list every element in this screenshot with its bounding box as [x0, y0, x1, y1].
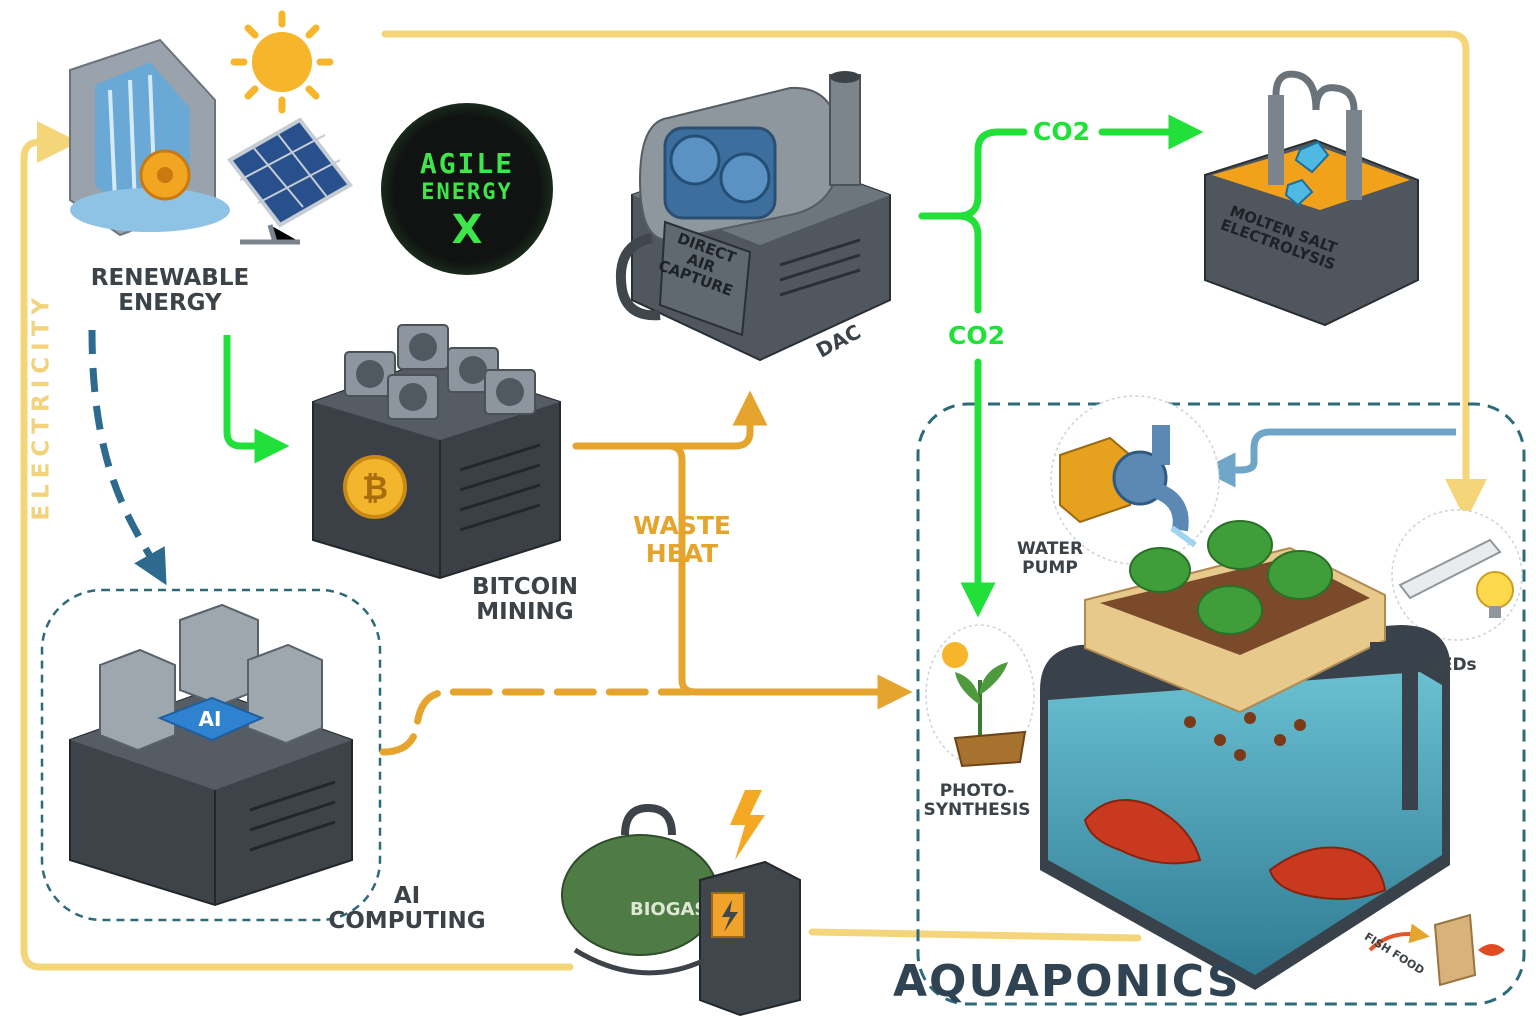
- co2-paths: [918, 114, 1204, 618]
- bitcoin-mining-illustration: ₿: [312, 324, 561, 580]
- co2-label-top: CO2: [1033, 117, 1090, 146]
- renewable-energy-label: RENEWABLE ENERGY: [80, 265, 260, 317]
- leds-label: LEDs: [1430, 655, 1477, 675]
- waste-heat-label: WASTE HEAT: [622, 512, 742, 567]
- svg-text:₿: ₿: [362, 469, 388, 507]
- water-pump-pipe: [1200, 428, 1456, 488]
- photosynthesis-label: PHOTO- SYNTHESIS: [918, 782, 1036, 819]
- bitcoin-mining-label-line2: MINING: [476, 599, 574, 626]
- co2-label-mid: CO2: [948, 321, 1005, 350]
- water-pump-label-line2: PUMP: [1022, 557, 1078, 578]
- ai-chip-label: AI: [199, 707, 222, 731]
- renewable-to-bitcoin-arrow: [223, 335, 290, 464]
- dac-illustration: [615, 71, 891, 362]
- logo-line2: ENERGY: [421, 180, 513, 205]
- photosynthesis-illustration: [925, 624, 1035, 768]
- water-pump-label-line1: WATER: [1016, 539, 1084, 559]
- logo-line3: X: [451, 207, 483, 253]
- biogas-label: BIOGAS: [630, 899, 707, 920]
- aquaponics-tank: [1040, 520, 1450, 990]
- renewable-energy-illustration: [69, 10, 353, 245]
- photosynthesis-label-line1: PHOTO-: [939, 781, 1015, 801]
- renewable-energy-label-line2: ENERGY: [118, 290, 222, 317]
- ai-computing-label: AI COMPUTING: [312, 883, 502, 935]
- ai-computing-illustration: AI: [69, 603, 353, 907]
- agile-energy-x-logo: AGILE ENERGY X: [381, 103, 553, 275]
- ai-computing-label-line1: AI: [393, 883, 421, 909]
- logo-line1: AGILE: [419, 147, 515, 180]
- led-illustration: [1391, 509, 1523, 641]
- molten-salt-illustration: [1204, 70, 1419, 327]
- water-pump-label: WATER PUMP: [1005, 540, 1095, 577]
- bitcoin-mining-label: BITCOIN MINING: [455, 574, 595, 626]
- aquaponics-title: AQUAPONICS: [893, 956, 1241, 1007]
- bitcoin-mining-label-line1: BITCOIN: [471, 574, 578, 600]
- renewable-to-ai-arrow: [88, 329, 167, 586]
- electricity-loop: [20, 30, 1487, 971]
- waste-heat-paths: [379, 390, 913, 756]
- waste-heat-label-line1: WASTE: [633, 511, 731, 540]
- biogas-illustration: BIOGAS: [561, 790, 801, 1017]
- fish-food-illustration: [1368, 913, 1505, 987]
- renewable-energy-label-line1: RENEWABLE: [90, 265, 250, 291]
- photosynthesis-label-line2: SYNTHESIS: [923, 799, 1031, 820]
- waste-heat-label-line2: HEAT: [645, 538, 719, 568]
- ai-computing-label-line2: COMPUTING: [328, 908, 486, 935]
- electricity-label: ELECTRICITY: [28, 291, 55, 521]
- water-pump-illustration: [1050, 395, 1220, 565]
